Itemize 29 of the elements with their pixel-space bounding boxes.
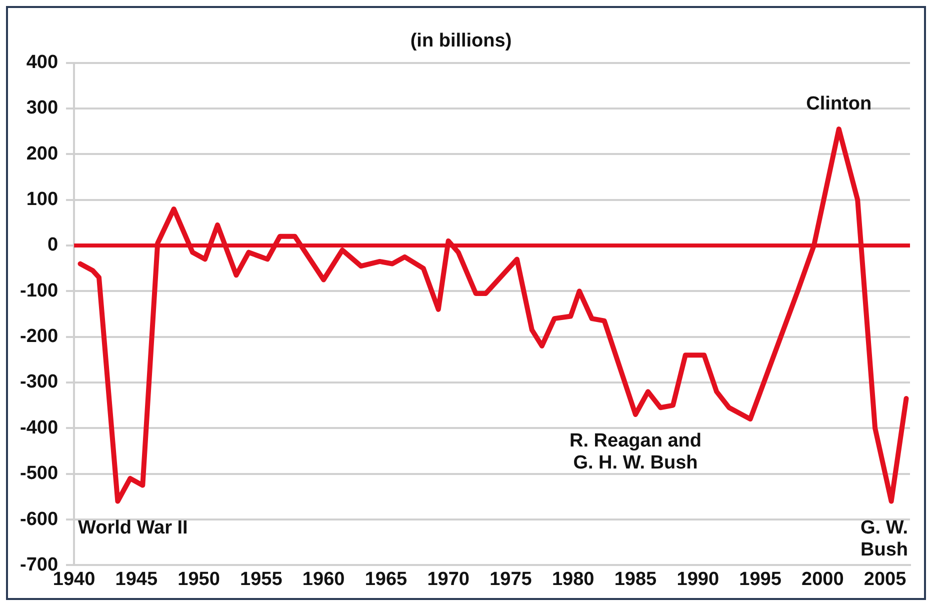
y-tick-label: 200	[26, 143, 58, 164]
annotation: R. Reagan and G. H. W. Bush	[570, 430, 702, 474]
x-tick-label: 1975	[490, 568, 532, 590]
y-tick-label: 400	[26, 52, 58, 74]
x-tick-label: 1970	[427, 568, 470, 590]
x-tick-label: 2005	[864, 568, 907, 590]
chart-title: (in billions)	[410, 30, 512, 52]
annotation: Clinton	[806, 93, 872, 114]
x-tick-label: 1950	[178, 568, 220, 590]
x-tick-label: 2000	[802, 568, 844, 590]
y-tick-label: -100	[20, 280, 58, 302]
y-tick-label: 300	[26, 98, 58, 119]
annotation: World War II	[78, 517, 188, 538]
x-tick-label: 1955	[240, 568, 283, 590]
y-tick-label: -500	[20, 463, 58, 484]
x-tick-label: 1965	[364, 568, 408, 590]
x-tick-label: 1985	[614, 568, 658, 590]
x-tick-label: 1995	[739, 568, 782, 590]
y-tick-label: 100	[26, 189, 58, 210]
x-tick-label: 1945	[115, 568, 158, 590]
annotation: G. W. Bush	[860, 517, 908, 560]
y-tick-label: -300	[20, 372, 58, 393]
x-tick-label: 1980	[552, 568, 594, 590]
x-tick-label: 1990	[676, 568, 720, 590]
y-tick-label: -600	[20, 508, 58, 530]
y-tick-label: -200	[20, 326, 58, 348]
y-tick-label: -400	[20, 417, 58, 438]
x-tick-label: 1960	[302, 568, 345, 590]
y-tick-label: 0	[47, 234, 58, 256]
